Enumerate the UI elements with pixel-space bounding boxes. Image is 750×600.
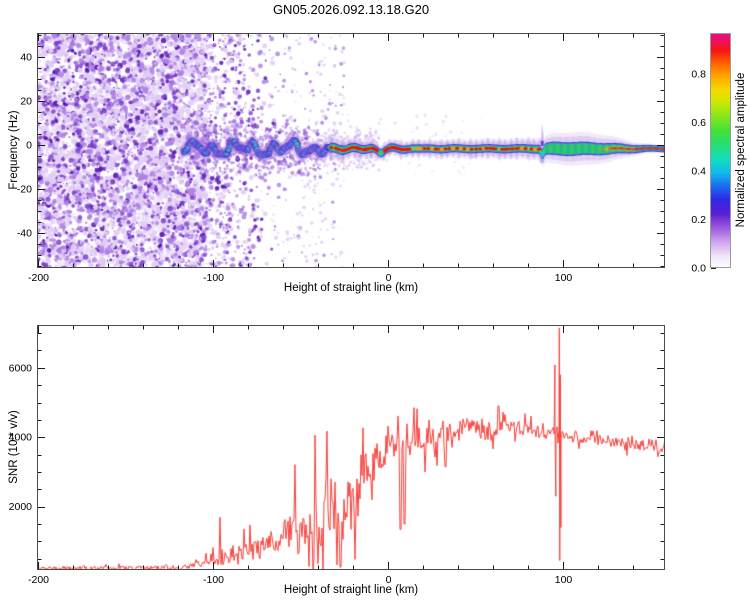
svg-text:0.4: 0.4 (691, 166, 706, 178)
svg-text:20: 20 (20, 96, 32, 108)
snr-axis-label: SNR (10 * v/v) (8, 410, 20, 484)
colorbar (710, 33, 731, 268)
svg-text:0.0: 0.0 (691, 263, 706, 275)
svg-text:-40: -40 (17, 227, 32, 239)
height-axis-label-top: Height of straight line (km) (283, 282, 419, 294)
svg-text:0.6: 0.6 (691, 117, 706, 129)
height-axis-label-bottom: Height of straight line (km) (283, 584, 419, 596)
svg-text:0.8: 0.8 (691, 69, 706, 81)
svg-text:2000: 2000 (9, 501, 33, 513)
svg-text:0: 0 (26, 140, 32, 152)
svg-text:6000: 6000 (9, 362, 33, 374)
spectrogram-image (37, 33, 665, 268)
svg-text:0.2: 0.2 (691, 214, 706, 226)
colorbar-label: Normalized spectral amplitude (735, 72, 747, 228)
snr-plot-image (37, 325, 665, 570)
figure-title: GN05.2026.092.13.18.G20 (272, 2, 430, 17)
frequency-axis-label: Frequency (Hz) (8, 110, 20, 190)
svg-text:40: 40 (20, 52, 32, 64)
